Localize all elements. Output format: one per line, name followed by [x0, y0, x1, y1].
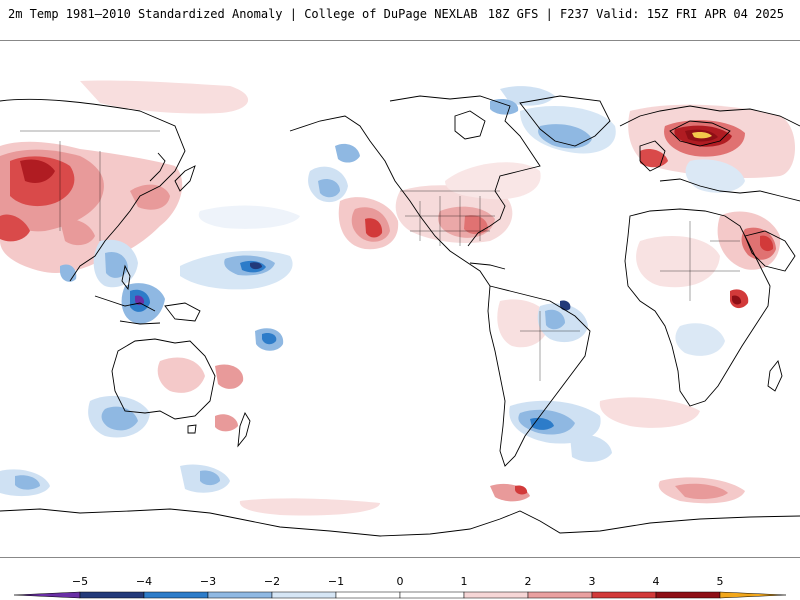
- colorbar-swatch: [591, 591, 657, 599]
- anomaly-fields: [0, 80, 795, 516]
- colorbar-swatch: [399, 591, 465, 599]
- colorbar-svg: −5 −4 −3 −2 −1 0 1 2 3 4 5: [13, 575, 787, 599]
- color-legend: −5 −4 −3 −2 −1 0 1 2 3 4 5: [0, 568, 800, 600]
- map-title: 2m Temp 1981–2010 Standardized Anomaly |…: [8, 7, 478, 21]
- colorbar-swatch: [143, 591, 209, 599]
- colorbar-tick-label: 2: [525, 575, 532, 588]
- colorbar-tick-label: −1: [328, 575, 344, 588]
- anomaly-map[interactable]: [0, 40, 800, 558]
- colorbar-tick-label: −4: [136, 575, 152, 588]
- colorbar-swatch: [527, 591, 593, 599]
- colorbar-tick-label: 5: [717, 575, 724, 588]
- colorbar-tick-label: −3: [200, 575, 216, 588]
- colorbar-tick-label: −2: [264, 575, 280, 588]
- coastlines: [0, 95, 800, 537]
- colorbar-arrow-low: [13, 591, 81, 599]
- colorbar-tick-label: 0: [397, 575, 404, 588]
- colorbar-tick-label: −5: [72, 575, 88, 588]
- header-bar: 2m Temp 1981–2010 Standardized Anomaly |…: [0, 0, 800, 40]
- colorbar-swatch: [335, 591, 401, 599]
- colorbar-arrow-high: [719, 591, 787, 599]
- colorbar-swatch: [463, 591, 529, 599]
- colorbar-swatch: [271, 591, 337, 599]
- map-svg: [0, 41, 800, 557]
- colorbar-swatch: [655, 591, 721, 599]
- colorbar-swatch: [207, 591, 273, 599]
- colorbar-tick-label: 3: [589, 575, 596, 588]
- colorbar-swatch: [79, 591, 145, 599]
- colorbar-tick-label: 4: [653, 575, 660, 588]
- political-borders: [20, 130, 740, 381]
- model-run-label: 18Z GFS | F237 Valid: 15Z FRI APR 04 202…: [487, 7, 784, 21]
- colorbar-tick-label: 1: [461, 575, 468, 588]
